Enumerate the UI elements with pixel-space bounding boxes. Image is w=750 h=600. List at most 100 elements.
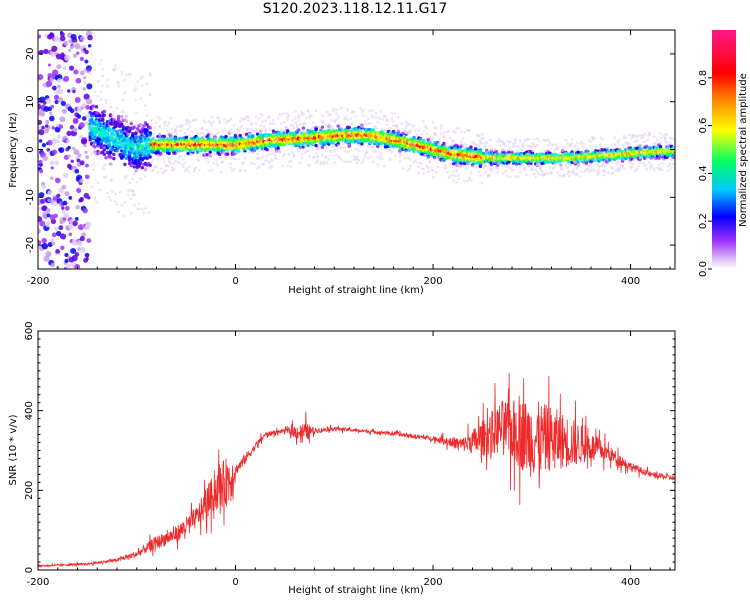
spectrogram-cell (72, 127, 78, 133)
spectrogram-halo-cell (221, 129, 225, 133)
spectrogram-halo-cell (131, 189, 135, 193)
spectrogram-halo-cell (330, 150, 334, 153)
spectrogram-halo-cell (509, 146, 512, 150)
spectrogram-halo-cell (172, 162, 176, 166)
spectrogram-halo-cell (346, 160, 350, 163)
spectrogram-cell (83, 93, 90, 100)
spectrogram-halo-cell (265, 154, 269, 158)
spectrogram-halo-cell (490, 169, 493, 173)
spectrogram-halo-cell (110, 190, 114, 193)
spectrogram-halo-cell (362, 114, 365, 118)
spectrogram-halo-cell (577, 146, 580, 150)
spectrogram-halo-cell (409, 129, 413, 132)
spectrogram-cell (38, 119, 43, 125)
spectrogram-halo-cell (273, 154, 277, 158)
spectrogram-cell (99, 145, 103, 150)
spectrogram-halo-cell (238, 119, 242, 123)
spectrogram-halo-cell (163, 123, 166, 127)
spectrogram-cell (123, 162, 127, 167)
spectrogram-halo-cell (178, 154, 182, 158)
spectrogram-cell (137, 164, 141, 169)
spectrogram-halo-cell (504, 169, 508, 173)
spectrogram-halo-cell (400, 153, 403, 156)
spectrogram-halo-cell (562, 174, 566, 177)
spectrogram-halo-cell (354, 115, 358, 118)
spectrogram-halo-cell (322, 162, 326, 165)
spectrogram-halo-cell (343, 149, 346, 153)
spectrogram-cell (81, 103, 87, 109)
spectrogram-cell (76, 51, 80, 55)
spectrogram-halo-cell (291, 150, 294, 154)
spectrogram-halo-cell (548, 141, 552, 144)
spectrogram-halo-cell (469, 178, 473, 182)
spectrogram-halo-cell (134, 98, 138, 102)
spectrogram-cell (93, 145, 97, 149)
spectrogram-cell (79, 235, 85, 242)
spectrogram-halo-cell (580, 139, 583, 143)
spectrogram-halo-cell (99, 58, 103, 62)
spectrogram-cell (63, 75, 70, 82)
spectrogram-halo-cell (385, 119, 389, 123)
spectrogram-halo-cell (589, 168, 593, 172)
spectrogram-halo-cell (589, 162, 593, 166)
spectrogram-halo-cell (611, 166, 615, 170)
spectrogram-halo-cell (216, 116, 220, 120)
spectrogram-cell (320, 125, 325, 129)
spectrogram-halo-cell (110, 113, 114, 117)
spectrogram-halo-cell (458, 165, 462, 169)
spectrogram-halo-cell (449, 136, 452, 140)
spectrogram-halo-cell (466, 179, 470, 183)
spectrogram-halo-cell (262, 149, 266, 153)
spectrogram-halo-cell (101, 84, 105, 88)
spectrogram-halo-cell (344, 115, 348, 118)
spectrogram-halo-cell (401, 167, 405, 170)
spectrogram-cell (38, 103, 42, 110)
spectrogram-cell (208, 154, 212, 158)
spectrogram-halo-cell (499, 144, 503, 148)
spectrogram-halo-cell (186, 169, 190, 173)
spectrogram-halo-cell (208, 121, 212, 125)
spectrogram-cell (331, 141, 336, 145)
spectrogram-halo-cell (115, 107, 119, 110)
spectrogram-cell (67, 154, 71, 158)
spectrogram-cell (41, 237, 47, 244)
spectrogram-halo-cell (191, 148, 195, 152)
spectrogram-halo-cell (129, 120, 133, 123)
spectrogram-cell (123, 152, 127, 157)
spectrogram-halo-cell (535, 143, 539, 147)
spectrogram-halo-cell (306, 109, 310, 113)
spectrogram-halo-cell (106, 191, 109, 195)
spectrogram-cell (45, 120, 50, 125)
spectrogram-halo-cell (535, 170, 539, 174)
spectrogram-halo-cell (292, 153, 296, 157)
spectrogram-halo-cell (455, 181, 459, 184)
spectrogram-cell (83, 144, 87, 148)
spectrogram-cell (62, 66, 67, 71)
spectrogram-halo-cell (107, 195, 111, 199)
spectrogram-halo-cell (297, 150, 301, 154)
spectrogram-cell (81, 116, 87, 121)
spectrogram-halo-cell (336, 143, 340, 147)
spectrogram-halo-cell (346, 108, 350, 112)
spectrogram-halo-cell (447, 175, 451, 179)
spectrogram-halo-cell (496, 140, 500, 143)
spectrogram-halo-cell (114, 64, 117, 67)
spectrogram-halo-cell (314, 161, 318, 165)
spectrogram-halo-cell (379, 145, 383, 149)
spectrogram-halo-cell (379, 110, 383, 114)
spectrogram-halo-cell (467, 129, 471, 133)
spectrogram-halo-cell (161, 152, 165, 156)
spectrogram-cell (101, 117, 105, 121)
spectrogram-halo-cell (607, 171, 610, 174)
spectrogram-halo-cell (336, 115, 340, 118)
spectrogram-halo-cell (422, 129, 425, 132)
spectrogram-cell (55, 249, 60, 254)
spectrogram-halo-cell (403, 156, 406, 160)
spectrogram-halo-cell (240, 124, 244, 128)
spectrogram-cell (73, 149, 80, 156)
spectrogram-halo-cell (289, 159, 293, 163)
spectrogram-halo-cell (589, 145, 593, 149)
spectrogram-halo-cell (93, 90, 97, 94)
spectrogram-halo-cell (126, 189, 130, 192)
